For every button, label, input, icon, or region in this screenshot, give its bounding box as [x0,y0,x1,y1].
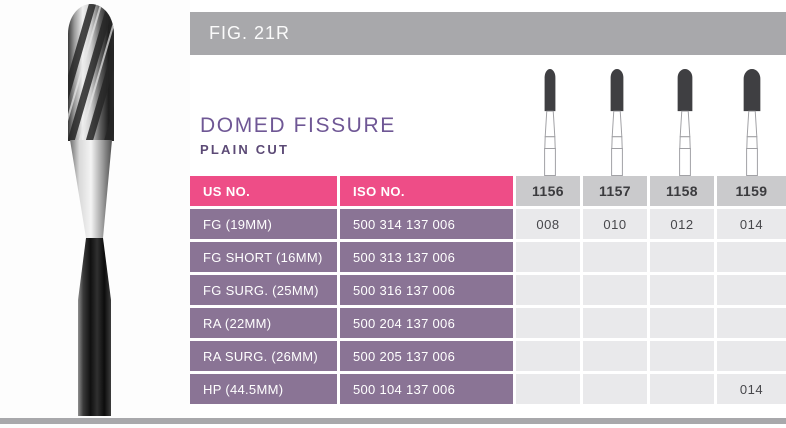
size-value-cell [583,374,647,404]
size-value-cell: 014 [717,374,786,404]
size-value-cell: 010 [583,209,647,239]
domed-fissure-bur-image [68,4,114,416]
figure-label-bar: FIG. 21R [190,12,786,55]
us-no-cell: FG (19MM) [190,209,337,239]
bur-icon-1159 [719,66,786,176]
iso-no-cell: 500 205 137 006 [340,341,513,371]
size-value-cell [516,374,580,404]
size-value-cell [583,341,647,371]
size-value-cell [516,242,580,272]
bur-icon-1158 [651,66,719,176]
size-value-cell [583,242,647,272]
size-value-cell [516,341,580,371]
figure-label: FIG. 21R [209,23,291,43]
size-value-cell: 014 [717,209,786,239]
size-value-cell [717,275,786,305]
iso-no-cell: 500 204 137 006 [340,308,513,338]
size-value-cell [650,308,714,338]
iso-no-header: ISO NO. [340,176,513,206]
size-column-header: 1159 [717,176,786,206]
size-value-cell: 008 [516,209,580,239]
size-column-header: 1157 [583,176,647,206]
size-value-cell [583,308,647,338]
product-table: US NO. ISO NO. 1156 1157 1158 1159 FG (1… [190,176,786,404]
size-value-cell [650,341,714,371]
iso-no-cell: 500 314 137 006 [340,209,513,239]
size-value-cell [717,308,786,338]
us-no-cell: RA SURG. (26MM) [190,341,337,371]
us-no-header: US NO. [190,176,337,206]
bur-photo [0,0,190,428]
bur-size-icons [516,66,786,176]
us-no-cell: FG SURG. (25MM) [190,275,337,305]
size-value-cell [717,341,786,371]
size-value-cell [516,308,580,338]
product-subtitle: PLAIN CUT [200,142,290,157]
us-no-cell: HP (44.5MM) [190,374,337,404]
bur-icon-1156 [516,66,584,176]
iso-no-cell: 500 313 137 006 [340,242,513,272]
size-column-header: 1156 [516,176,580,206]
size-column-header: 1158 [650,176,714,206]
us-no-cell: RA (22MM) [190,308,337,338]
size-value-cell [650,275,714,305]
bur-icon-1157 [584,66,652,176]
size-value-cell [650,374,714,404]
size-value-cell: 012 [650,209,714,239]
us-no-cell: FG SHORT (16MM) [190,242,337,272]
iso-no-cell: 500 316 137 006 [340,275,513,305]
size-value-cell [583,275,647,305]
iso-no-cell: 500 104 137 006 [340,374,513,404]
bottom-rule [0,418,786,424]
product-title: DOMED FISSURE [200,114,396,137]
size-value-cell [717,242,786,272]
product-title-block: DOMED FISSURE PLAIN CUT [200,114,396,157]
size-value-cell [650,242,714,272]
size-value-cell [516,275,580,305]
